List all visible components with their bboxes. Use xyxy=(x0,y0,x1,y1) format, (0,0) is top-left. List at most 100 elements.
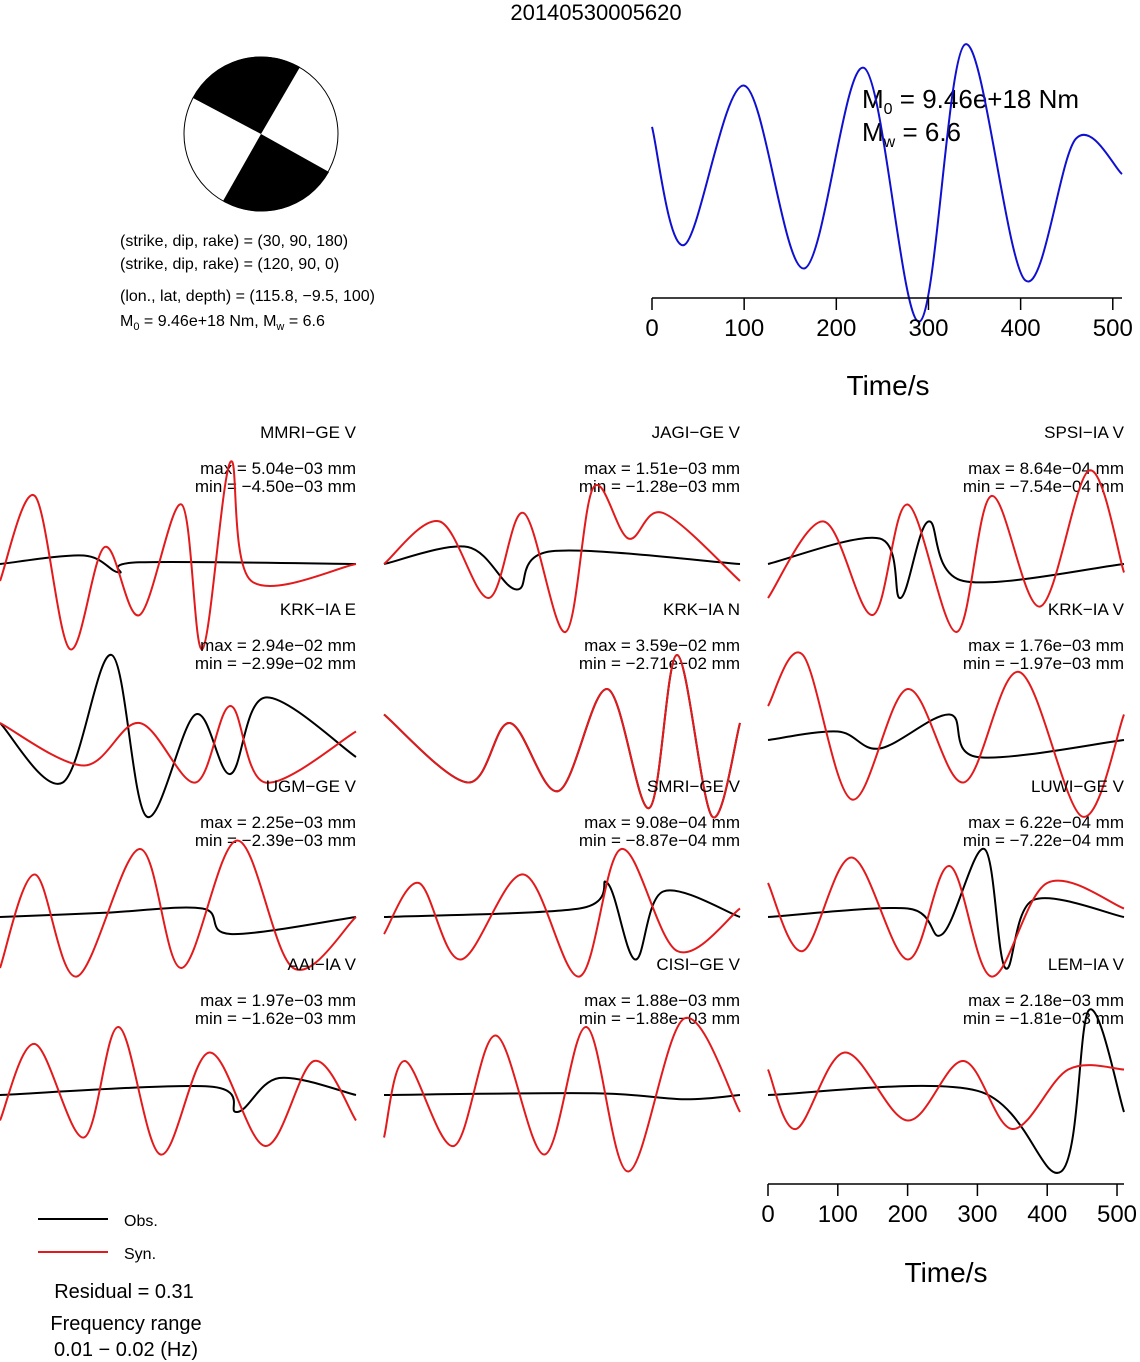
syn-waveform xyxy=(767,469,1125,633)
station-min: min = −2.71e−02 mm xyxy=(579,654,740,673)
stf-mw-subscript: w xyxy=(883,134,896,151)
stf-mw-value: = 6.6 xyxy=(895,117,961,147)
station-label: UGM−GE V xyxy=(266,777,357,796)
location-line: (lon., lat, depth) = (115.8, −9.5, 100) xyxy=(120,288,375,305)
obs-waveform xyxy=(0,554,357,574)
station-max: max = 6.22e−04 mm xyxy=(968,813,1124,832)
waveform-x-axis-label: Time/s xyxy=(905,1257,988,1288)
waveform-time-axis: Time/s 0 100 200 300 400 500 xyxy=(761,1183,1137,1288)
station-label: LEM−IA V xyxy=(1048,955,1125,974)
m0-symbol: M xyxy=(120,313,133,330)
syn-waveform xyxy=(383,484,741,634)
mechanism-line-1: (strike, dip, rake) = (30, 90, 180) xyxy=(120,233,348,250)
station-max: max = 1.51e−03 mm xyxy=(584,459,740,478)
station-max: max = 2.18e−03 mm xyxy=(968,991,1124,1010)
obs-waveform xyxy=(383,545,741,591)
station-min: min = −8.87e−04 mm xyxy=(579,831,740,850)
mechanism-line-2: (strike, dip, rake) = (120, 90, 0) xyxy=(120,256,339,273)
station-max: max = 1.97e−03 mm xyxy=(200,991,356,1010)
station-label: CISI−GE V xyxy=(656,955,740,974)
stf-x-tick-label: 300 xyxy=(908,315,948,342)
station-label: MMRI−GE V xyxy=(260,423,357,442)
waveform-x-tick-label: 400 xyxy=(1027,1201,1067,1228)
source-time-function-plot: M0 = 9.46e+18 Nm Mw = 6.6 Time/s 0 100 200… xyxy=(645,43,1133,401)
stf-x-tick-label: 100 xyxy=(724,315,764,342)
station-label: SMRI−GE V xyxy=(647,777,741,796)
waveform-x-tick-label: 500 xyxy=(1097,1201,1137,1228)
stf-mw-label: Mw = 6.6 xyxy=(862,117,961,151)
station-max: max = 5.04e−03 mm xyxy=(200,459,356,478)
waveform-x-tick-label: 300 xyxy=(957,1201,997,1228)
stf-x-tick-label: 400 xyxy=(1001,315,1041,342)
moment-line: M0 = 9.46e+18 Nm, Mw = 6.6 xyxy=(120,313,325,333)
obs-waveform xyxy=(767,1008,1125,1175)
stf-x-tick-label: 500 xyxy=(1093,315,1133,342)
station-label: SPSI−IA V xyxy=(1044,423,1125,442)
station-max: max = 2.94e−02 mm xyxy=(200,636,356,655)
station-min: min = −2.99e−02 mm xyxy=(195,654,356,673)
station-label: AAI−IA V xyxy=(287,955,356,974)
syn-waveform xyxy=(0,1025,357,1156)
station-min: min = −1.88e−03 mm xyxy=(579,1009,740,1028)
syn-waveform xyxy=(383,848,741,978)
waveform-x-tick-label: 100 xyxy=(818,1201,858,1228)
waveform-x-tick-label: 200 xyxy=(888,1201,928,1228)
station-label: JAGI−GE V xyxy=(652,423,741,442)
mw-subscript: w xyxy=(275,321,284,333)
station-max: max = 1.76e−03 mm xyxy=(968,636,1124,655)
station-max: max = 9.08e−04 mm xyxy=(584,813,740,832)
obs-waveform xyxy=(383,880,741,961)
station-min: min = −7.22e−04 mm xyxy=(963,831,1124,850)
beachball xyxy=(183,56,339,212)
m0-subscript: 0 xyxy=(133,321,139,333)
syn-waveform xyxy=(0,704,357,784)
station-max: max = 2.25e−03 mm xyxy=(200,813,356,832)
beachball-compressional-quadrant-2 xyxy=(223,134,329,212)
stf-mw-symbol: M xyxy=(862,117,884,147)
station-max: max = 3.59e−02 mm xyxy=(584,636,740,655)
waveform-x-tick-label: 0 xyxy=(761,1201,774,1228)
station-label: KRK−IA V xyxy=(1048,600,1125,619)
stf-x-tick-label: 0 xyxy=(645,315,658,342)
station-min: min = −1.97e−03 mm xyxy=(963,654,1124,673)
station-min: min = −7.54e−04 mm xyxy=(963,477,1124,496)
obs-waveform xyxy=(767,520,1125,600)
event-title: 20140530005620 xyxy=(510,0,681,25)
syn-waveform xyxy=(383,653,741,819)
mw-value: = 6.6 xyxy=(284,313,325,330)
station-label: KRK−IA N xyxy=(663,600,740,619)
residual-label: Residual = 0.31 xyxy=(54,1281,194,1303)
stf-x-axis-label: Time/s xyxy=(847,370,930,401)
stf-m0-subscript: 0 xyxy=(884,101,893,118)
frequency-range-label: Frequency range xyxy=(50,1313,201,1335)
station-max: max = 8.64e−04 mm xyxy=(968,459,1124,478)
stf-x-tick-label: 200 xyxy=(816,315,856,342)
syn-waveform xyxy=(383,1016,741,1173)
legend: Obs. Syn. xyxy=(38,1213,158,1263)
syn-waveform xyxy=(767,651,1125,818)
legend-obs-label: Obs. xyxy=(124,1213,158,1230)
syn-waveform xyxy=(0,839,357,978)
station-min: min = −1.81e−03 mm xyxy=(963,1009,1124,1028)
obs-waveform xyxy=(383,1092,741,1101)
frequency-range-value: 0.01 − 0.02 (Hz) xyxy=(54,1339,198,1361)
station-max: max = 1.88e−03 mm xyxy=(584,991,740,1010)
station-label: KRK−IA E xyxy=(280,600,356,619)
station-min: min = −1.28e−03 mm xyxy=(579,477,740,496)
obs-waveform xyxy=(0,654,357,818)
beachball-compressional-quadrant-1 xyxy=(193,56,300,135)
stf-m0-label: M0 = 9.46e+18 Nm xyxy=(862,84,1079,118)
legend-syn-label: Syn. xyxy=(124,1246,156,1263)
